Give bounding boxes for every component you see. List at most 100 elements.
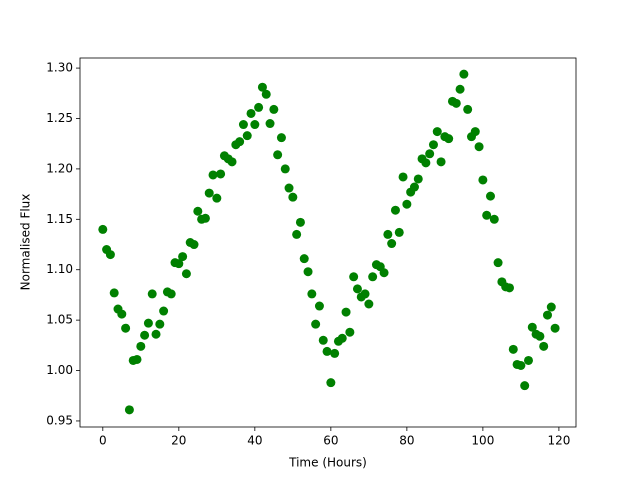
point bbox=[238, 120, 248, 130]
point bbox=[208, 170, 218, 180]
point bbox=[349, 272, 359, 282]
y-tick-label: 0.95 bbox=[46, 413, 73, 427]
point bbox=[261, 89, 271, 99]
point bbox=[550, 323, 560, 333]
point bbox=[421, 158, 431, 168]
point bbox=[136, 341, 146, 351]
x-tick-label: 40 bbox=[247, 434, 262, 448]
point bbox=[227, 157, 237, 167]
point bbox=[200, 213, 210, 223]
point bbox=[269, 104, 279, 114]
x-tick-label: 100 bbox=[471, 434, 494, 448]
point bbox=[273, 150, 283, 160]
point bbox=[330, 348, 340, 358]
point bbox=[276, 133, 286, 143]
point bbox=[394, 227, 404, 237]
point bbox=[455, 84, 465, 94]
y-tick-label: 1.15 bbox=[46, 212, 73, 226]
point bbox=[181, 269, 191, 279]
point bbox=[508, 344, 518, 354]
point bbox=[193, 206, 203, 216]
point bbox=[159, 306, 169, 316]
x-tick-label: 0 bbox=[99, 434, 107, 448]
point bbox=[314, 301, 324, 311]
point bbox=[459, 69, 469, 79]
point bbox=[364, 299, 374, 309]
point bbox=[474, 142, 484, 152]
y-tick-label: 1.25 bbox=[46, 111, 73, 125]
y-axis-label: Normalised Flux bbox=[19, 194, 33, 291]
y-tick-label: 1.05 bbox=[46, 313, 73, 327]
point bbox=[166, 289, 176, 299]
point bbox=[178, 252, 188, 262]
point bbox=[326, 378, 336, 388]
point bbox=[109, 288, 119, 298]
point bbox=[390, 205, 400, 215]
point bbox=[345, 327, 355, 337]
point bbox=[432, 127, 442, 137]
point bbox=[504, 283, 514, 293]
point bbox=[428, 140, 438, 150]
point bbox=[425, 149, 435, 159]
point bbox=[257, 82, 267, 92]
point bbox=[337, 333, 347, 343]
y-tick-label: 1.00 bbox=[46, 363, 73, 377]
point bbox=[311, 319, 321, 329]
point bbox=[493, 258, 503, 268]
point bbox=[542, 310, 552, 320]
point bbox=[322, 346, 332, 356]
point bbox=[143, 318, 153, 328]
point bbox=[383, 229, 393, 239]
point bbox=[124, 405, 134, 415]
point bbox=[147, 289, 157, 299]
y-tick-label: 1.30 bbox=[46, 61, 73, 75]
point bbox=[470, 127, 480, 137]
point bbox=[318, 335, 328, 345]
point bbox=[451, 98, 461, 108]
point bbox=[387, 239, 397, 249]
point bbox=[307, 289, 317, 299]
point bbox=[246, 108, 256, 118]
point bbox=[121, 323, 131, 333]
point bbox=[398, 172, 408, 182]
point bbox=[140, 330, 150, 340]
x-axis-label: Time (Hours) bbox=[288, 456, 367, 470]
point bbox=[265, 119, 275, 129]
point bbox=[280, 164, 290, 174]
point bbox=[117, 309, 127, 319]
point bbox=[288, 192, 298, 202]
x-tick-label: 80 bbox=[399, 434, 414, 448]
point bbox=[235, 137, 245, 147]
point bbox=[482, 210, 492, 220]
point bbox=[523, 355, 533, 365]
point bbox=[98, 224, 108, 234]
point bbox=[303, 267, 313, 277]
point bbox=[516, 361, 526, 370]
point bbox=[478, 175, 488, 185]
point bbox=[527, 322, 537, 332]
point bbox=[360, 289, 370, 299]
point bbox=[250, 120, 260, 130]
y-tick-label: 1.20 bbox=[46, 161, 73, 175]
point bbox=[379, 268, 389, 278]
point bbox=[489, 214, 499, 224]
point bbox=[368, 272, 378, 282]
x-tick-label: 120 bbox=[547, 434, 570, 448]
point bbox=[341, 307, 351, 317]
point bbox=[174, 259, 184, 269]
point bbox=[352, 284, 362, 294]
point bbox=[189, 240, 199, 250]
point bbox=[212, 193, 222, 203]
point bbox=[520, 381, 530, 391]
plot-frame bbox=[79, 57, 577, 428]
point bbox=[292, 229, 302, 239]
point bbox=[216, 169, 226, 179]
point bbox=[413, 174, 423, 184]
point bbox=[535, 331, 545, 341]
y-tick-label: 1.10 bbox=[46, 262, 73, 276]
point bbox=[155, 319, 165, 329]
point bbox=[436, 157, 446, 167]
point bbox=[463, 104, 473, 114]
x-tick-label: 60 bbox=[323, 434, 338, 448]
